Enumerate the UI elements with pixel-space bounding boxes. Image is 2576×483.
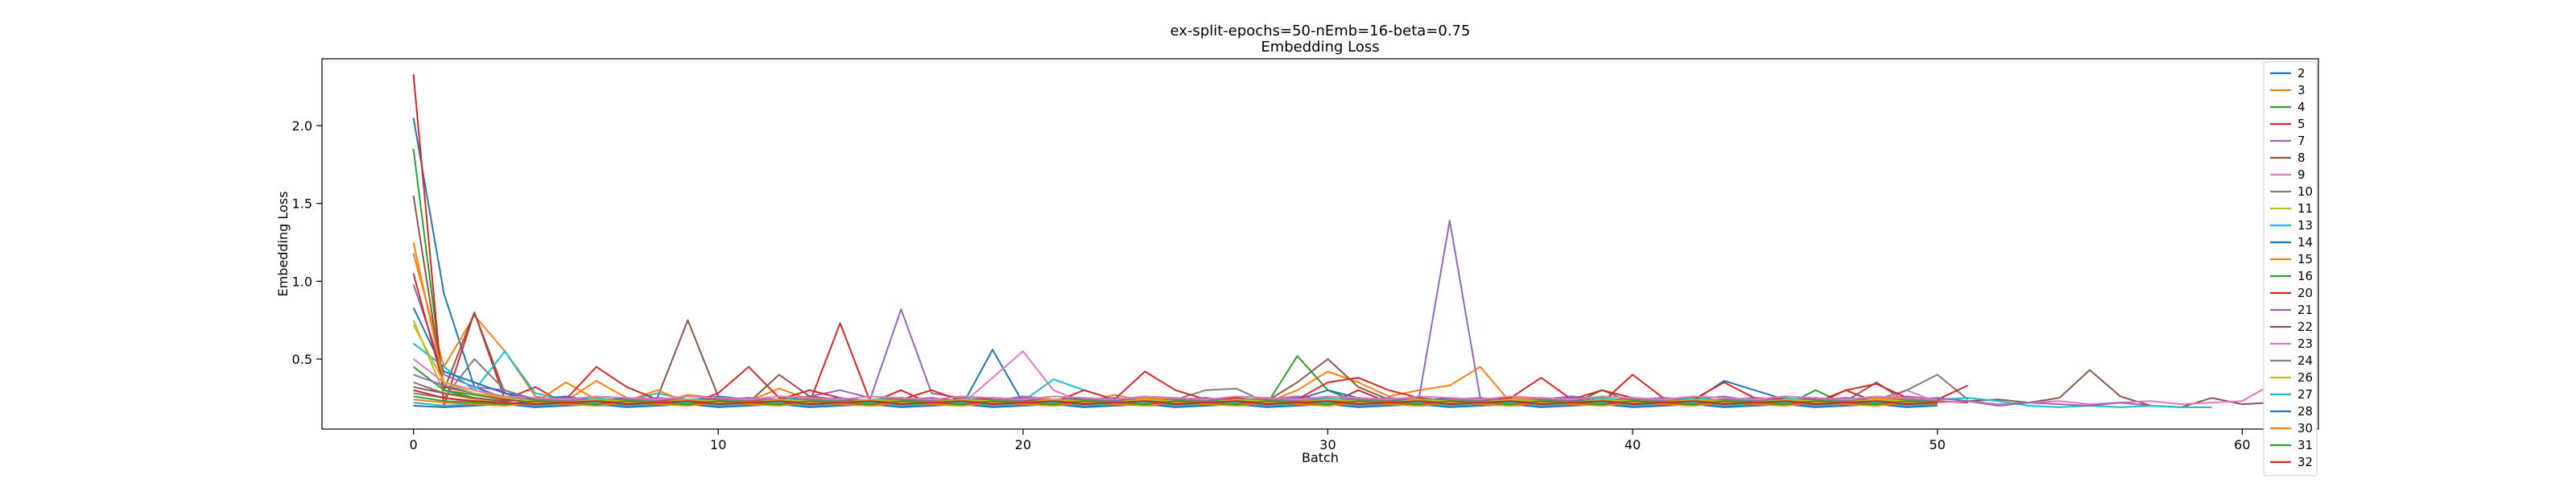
legend-label-32: 32 — [2297, 455, 2313, 469]
y-tick-label: 1.0 — [292, 274, 312, 289]
legend-label-10: 10 — [2297, 184, 2313, 199]
legend-label-11: 11 — [2297, 201, 2313, 216]
series-line-23 — [412, 358, 1938, 401]
y-tick-label: 0.5 — [292, 352, 312, 367]
x-tick-label: 10 — [710, 437, 726, 452]
legend-label-21: 21 — [2297, 303, 2313, 317]
x-tick-label: 60 — [2234, 437, 2250, 452]
chart-title: ex-split-epochs=50-nEmb=16-beta=0.75 — [1170, 23, 1471, 39]
legend-label-4: 4 — [2297, 100, 2306, 114]
plot-frame — [321, 58, 2319, 430]
legend-label-27: 27 — [2297, 387, 2313, 402]
x-axis-title: Batch — [1302, 450, 1339, 465]
legend-label-24: 24 — [2297, 353, 2313, 368]
legend-label-31: 31 — [2297, 438, 2313, 452]
x-tick-label: 0 — [409, 437, 417, 452]
legend-label-30: 30 — [2297, 421, 2313, 436]
legend-label-5: 5 — [2297, 117, 2306, 131]
series-line-31 — [413, 395, 1938, 406]
x-tick-label: 20 — [1015, 437, 1031, 452]
y-axis-title: Embedding Loss — [275, 192, 291, 297]
x-axis: 0 10 20 30 40 50 60 — [409, 429, 2251, 452]
legend-label-13: 13 — [2297, 218, 2313, 233]
legend-box — [2263, 61, 2318, 477]
legend-label-22: 22 — [2297, 320, 2313, 334]
legend-label-23: 23 — [2297, 336, 2313, 351]
legend-label-7: 7 — [2297, 134, 2306, 148]
series-layer — [412, 74, 2304, 408]
legend-label-9: 9 — [2297, 167, 2306, 182]
legend-label-14: 14 — [2297, 235, 2313, 250]
legend-label-15: 15 — [2297, 252, 2313, 266]
legend-label-28: 28 — [2297, 404, 2313, 419]
series-line-30 — [413, 398, 1938, 407]
x-tick-label: 50 — [1930, 437, 1946, 452]
chart-subtitle: Embedding Loss — [1261, 39, 1379, 56]
legend-label-16: 16 — [2297, 269, 2313, 283]
y-tick-label: 1.5 — [292, 196, 312, 212]
legend-label-8: 8 — [2297, 151, 2306, 165]
y-axis: 0.5 1.0 1.5 2.0 — [292, 118, 322, 367]
x-tick-label: 40 — [1624, 437, 1641, 452]
legend-label-20: 20 — [2297, 286, 2313, 300]
series-line-32 — [413, 389, 1938, 406]
legend-label-26: 26 — [2297, 370, 2313, 385]
x-tick-label: 30 — [1319, 437, 1335, 452]
legend-label-2: 2 — [2297, 66, 2306, 80]
y-tick-label: 2.0 — [292, 118, 312, 134]
legend-label-3: 3 — [2297, 83, 2306, 97]
legend: 2345789101113141516202122232426272830313… — [2263, 61, 2318, 477]
